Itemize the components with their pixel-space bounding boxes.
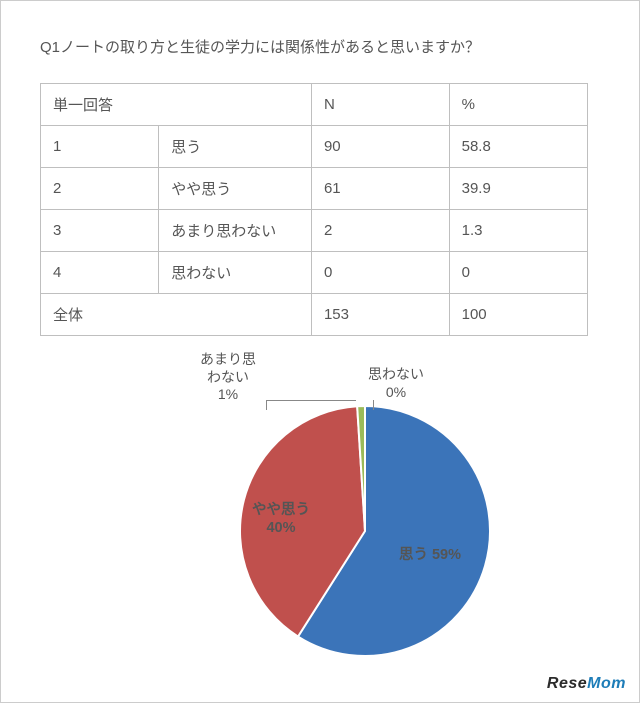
results-table: 単一回答 N % 1 思う 90 58.8 2 やや思う 61 39.9 3 あ… xyxy=(40,83,588,336)
header-answer: 単一回答 xyxy=(41,84,312,126)
pie-label-omou: 思う 59% xyxy=(390,546,470,564)
watermark: ReseMom xyxy=(547,675,626,693)
table-header-row: 単一回答 N % xyxy=(41,84,588,126)
cell-n: 90 xyxy=(311,126,449,168)
question-text: Q1ノートの取り方と生徒の学力には関係性があると思いますか？ xyxy=(40,36,600,57)
cell-label: やや思う xyxy=(159,168,312,210)
watermark-left: Rese xyxy=(547,675,587,692)
cell-total-label: 全体 xyxy=(41,294,312,336)
cell-n: 2 xyxy=(311,210,449,252)
cell-pct: 0 xyxy=(449,252,587,294)
cell-idx: 2 xyxy=(41,168,159,210)
table-row: 3 あまり思わない 2 1.3 xyxy=(41,210,588,252)
cell-label: 思わない xyxy=(159,252,312,294)
watermark-right: Mom xyxy=(587,675,626,692)
callout-amari: あまり思 わない 1% xyxy=(188,351,268,404)
cell-label: 思う xyxy=(159,126,312,168)
header-pct: % xyxy=(449,84,587,126)
table-row: 1 思う 90 58.8 xyxy=(41,126,588,168)
callout-omowanai: 思わない 0% xyxy=(356,366,436,401)
cell-pct: 1.3 xyxy=(449,210,587,252)
callout-line xyxy=(266,400,356,401)
table-row: 2 やや思う 61 39.9 xyxy=(41,168,588,210)
cell-idx: 3 xyxy=(41,210,159,252)
callout-line xyxy=(373,400,374,410)
cell-n: 61 xyxy=(311,168,449,210)
header-n: N xyxy=(311,84,449,126)
cell-total-n: 153 xyxy=(311,294,449,336)
cell-idx: 4 xyxy=(41,252,159,294)
cell-idx: 1 xyxy=(41,126,159,168)
table-row: 4 思わない 0 0 xyxy=(41,252,588,294)
cell-total-pct: 100 xyxy=(449,294,587,336)
table-total-row: 全体 153 100 xyxy=(41,294,588,336)
pie-label-yaya: やや思う 40% xyxy=(236,501,326,537)
cell-pct: 39.9 xyxy=(449,168,587,210)
cell-label: あまり思わない xyxy=(159,210,312,252)
cell-pct: 58.8 xyxy=(449,126,587,168)
pie-chart: あまり思 わない 1% 思わない 0% 思う 59% やや思う 40% xyxy=(80,356,640,676)
callout-line xyxy=(266,400,267,410)
cell-n: 0 xyxy=(311,252,449,294)
